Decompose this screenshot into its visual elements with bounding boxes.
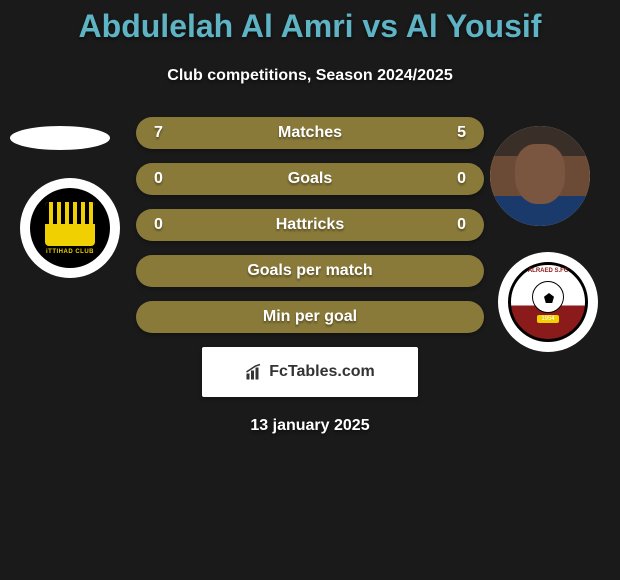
stat-left-value: 0 [154, 216, 194, 234]
stat-row-matches: 7 Matches 5 [136, 117, 484, 149]
fctables-label: FcTables.com [269, 363, 375, 381]
stat-row-hattricks: 0 Hattricks 0 [136, 209, 484, 241]
stat-label: Hattricks [194, 216, 426, 234]
page-title: Abdulelah Al Amri vs Al Yousif [0, 0, 620, 45]
subtitle: Club competitions, Season 2024/2025 [0, 67, 620, 85]
stat-row-gpm: Goals per match [136, 255, 484, 287]
stat-label: Min per goal [154, 308, 466, 326]
chart-icon [245, 363, 263, 381]
stat-row-mpg: Min per goal [136, 301, 484, 333]
stat-row-goals: 0 Goals 0 [136, 163, 484, 195]
stat-right-value: 0 [426, 170, 466, 188]
stat-right-value: 5 [426, 124, 466, 142]
stat-label: Goals per match [154, 262, 466, 280]
stat-label: Matches [194, 124, 426, 142]
stats-list: 7 Matches 5 0 Goals 0 0 Hattricks 0 Goal… [0, 117, 620, 333]
stat-label: Goals [194, 170, 426, 188]
date-label: 13 january 2025 [0, 417, 620, 435]
stat-left-value: 0 [154, 170, 194, 188]
stat-right-value: 0 [426, 216, 466, 234]
comparison-card: Abdulelah Al Amri vs Al Yousif Club comp… [0, 0, 620, 435]
fctables-watermark[interactable]: FcTables.com [202, 347, 418, 397]
stat-left-value: 7 [154, 124, 194, 142]
